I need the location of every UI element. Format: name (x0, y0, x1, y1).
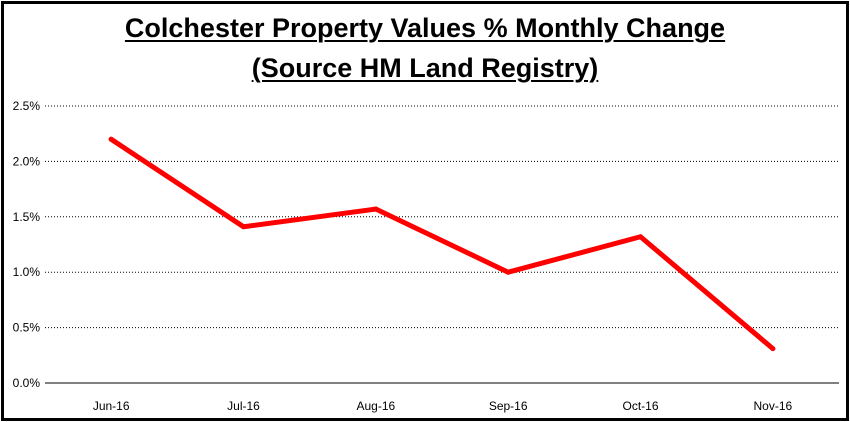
x-tick-label: Sep-16 (489, 399, 528, 413)
x-tick-label: Oct-16 (622, 399, 658, 413)
data-point (241, 224, 246, 230)
y-tick-label: 0.0% (13, 376, 41, 390)
x-tick-label: Nov-16 (753, 399, 792, 413)
y-tick-label: 2.5% (13, 99, 41, 113)
data-point (108, 136, 114, 142)
data-point (505, 269, 511, 275)
y-axis: 0.0% 0.5% 1.0% 1.5% 2.0% 2.5% (13, 99, 41, 390)
x-axis: Jun-16 Jul-16 Aug-16 Sep-16 Oct-16 Nov-16 (45, 382, 839, 413)
data-point (373, 206, 379, 212)
data-point (638, 234, 643, 240)
y-tick-label: 2.0% (13, 154, 41, 168)
y-tick-label: 0.5% (13, 321, 41, 335)
series-line (108, 136, 776, 352)
series-layer (108, 136, 776, 352)
x-tick-label: Aug-16 (356, 399, 395, 413)
grid-lines (45, 105, 839, 329)
y-tick-label: 1.0% (13, 265, 41, 279)
data-point (770, 346, 776, 352)
x-tick-label: Jul-16 (227, 399, 260, 413)
chart-title-line-2: (Source HM Land Registry) (251, 53, 599, 83)
y-tick-label: 1.5% (13, 210, 41, 224)
chart-title: Colchester Property Values % Monthly Cha… (4, 8, 846, 88)
x-tick-label: Jun-16 (93, 399, 130, 413)
chart-title-line-1: Colchester Property Values % Monthly Cha… (124, 13, 726, 43)
line-chart: 0.0% 0.5% 1.0% 1.5% 2.0% 2.5% Jun-16 Jul-16 Aug… (13, 99, 839, 413)
